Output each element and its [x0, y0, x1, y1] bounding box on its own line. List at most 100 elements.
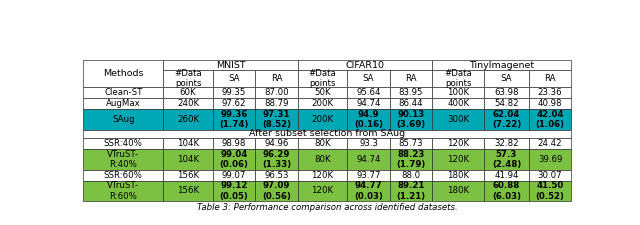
Bar: [484, 87, 529, 98]
Text: 95.64: 95.64: [356, 88, 381, 97]
Bar: [432, 138, 484, 149]
Text: 93.77: 93.77: [356, 171, 381, 180]
Text: #Data
points: #Data points: [308, 69, 337, 88]
Text: 99.35: 99.35: [222, 88, 246, 97]
Bar: [213, 181, 255, 201]
Bar: [298, 70, 348, 87]
Bar: [484, 70, 529, 87]
Bar: [255, 170, 298, 181]
Text: 120K: 120K: [312, 171, 333, 180]
Bar: [213, 87, 255, 98]
Text: 83.95: 83.95: [399, 88, 423, 97]
Text: 96.29
(1.33): 96.29 (1.33): [262, 150, 291, 169]
Text: TinyImagenet: TinyImagenet: [469, 61, 534, 70]
Text: 200K: 200K: [312, 115, 333, 124]
Text: 104K: 104K: [177, 155, 199, 164]
Text: AugMax: AugMax: [106, 99, 141, 108]
Bar: [298, 138, 348, 149]
Text: 42.04
(1.06): 42.04 (1.06): [536, 110, 564, 129]
Text: 57.3
(2.48): 57.3 (2.48): [492, 150, 521, 169]
Text: CIFAR10: CIFAR10: [346, 61, 385, 70]
Text: 120K: 120K: [447, 139, 469, 148]
Text: 96.53: 96.53: [264, 171, 289, 180]
Bar: [83, 149, 163, 170]
Bar: [298, 149, 348, 170]
Text: SA: SA: [363, 74, 374, 83]
Text: 32.82: 32.82: [494, 139, 519, 148]
Text: 24.42: 24.42: [538, 139, 563, 148]
Bar: [163, 98, 213, 109]
Text: RA: RA: [545, 74, 556, 83]
Text: 40.98: 40.98: [538, 99, 563, 108]
Bar: [432, 170, 484, 181]
Bar: [298, 181, 348, 201]
Text: 88.23
(1.79): 88.23 (1.79): [396, 150, 426, 169]
Text: 98.98: 98.98: [222, 139, 246, 148]
Text: Table 3: Performance comparison across identified datasets.: Table 3: Performance comparison across i…: [197, 203, 458, 212]
Bar: [529, 98, 572, 109]
Text: 80K: 80K: [314, 139, 331, 148]
Text: 94.77
(0.03): 94.77 (0.03): [354, 181, 383, 200]
Bar: [163, 87, 213, 98]
Text: VTruST-
R:40%: VTruST- R:40%: [107, 150, 139, 169]
Text: #Data
points: #Data points: [444, 69, 472, 88]
Bar: [529, 149, 572, 170]
Text: 54.82: 54.82: [494, 99, 519, 108]
Text: MNIST: MNIST: [216, 61, 245, 70]
Bar: [484, 98, 529, 109]
Bar: [390, 109, 432, 130]
Text: SA: SA: [228, 74, 240, 83]
Text: 41.50
(0.52): 41.50 (0.52): [536, 181, 564, 200]
Bar: [390, 87, 432, 98]
Bar: [390, 98, 432, 109]
Text: 97.62: 97.62: [222, 99, 246, 108]
Bar: [432, 149, 484, 170]
Bar: [298, 109, 348, 130]
Bar: [348, 87, 390, 98]
Bar: [255, 149, 298, 170]
Text: 120K: 120K: [312, 186, 333, 195]
Text: SSR:40%: SSR:40%: [104, 139, 143, 148]
Bar: [83, 109, 163, 130]
Text: SA: SA: [500, 74, 512, 83]
Bar: [163, 181, 213, 201]
Text: 94.74: 94.74: [356, 99, 381, 108]
Bar: [83, 60, 163, 87]
Bar: [255, 138, 298, 149]
Text: 89.21
(1.21): 89.21 (1.21): [396, 181, 426, 200]
Text: 87.00: 87.00: [264, 88, 289, 97]
Bar: [484, 138, 529, 149]
Text: 180K: 180K: [447, 171, 469, 180]
Bar: [432, 87, 484, 98]
Bar: [83, 138, 163, 149]
Bar: [390, 149, 432, 170]
Text: 156K: 156K: [177, 171, 199, 180]
Bar: [390, 138, 432, 149]
Bar: [83, 181, 163, 201]
Bar: [298, 98, 348, 109]
Bar: [163, 138, 213, 149]
Text: 60K: 60K: [180, 88, 196, 97]
Bar: [432, 181, 484, 201]
Text: 97.09
(0.56): 97.09 (0.56): [262, 181, 291, 200]
Text: 90.13
(3.69): 90.13 (3.69): [396, 110, 426, 129]
Bar: [213, 170, 255, 181]
Bar: [348, 181, 390, 201]
Text: 99.12
(0.05): 99.12 (0.05): [220, 181, 248, 200]
Text: 97.31
(8.52): 97.31 (8.52): [262, 110, 291, 129]
Text: 88.0: 88.0: [401, 171, 420, 180]
Bar: [348, 70, 390, 87]
Bar: [484, 149, 529, 170]
Bar: [213, 149, 255, 170]
Bar: [432, 70, 484, 87]
Bar: [83, 170, 163, 181]
Bar: [432, 109, 484, 130]
Bar: [298, 60, 432, 70]
Bar: [213, 109, 255, 130]
Text: Methods: Methods: [103, 69, 143, 78]
Text: 99.07: 99.07: [222, 171, 246, 180]
Text: 94.9
(0.16): 94.9 (0.16): [354, 110, 383, 129]
Text: After subset selection from SAug: After subset selection from SAug: [249, 129, 405, 138]
Bar: [348, 149, 390, 170]
Bar: [529, 170, 572, 181]
